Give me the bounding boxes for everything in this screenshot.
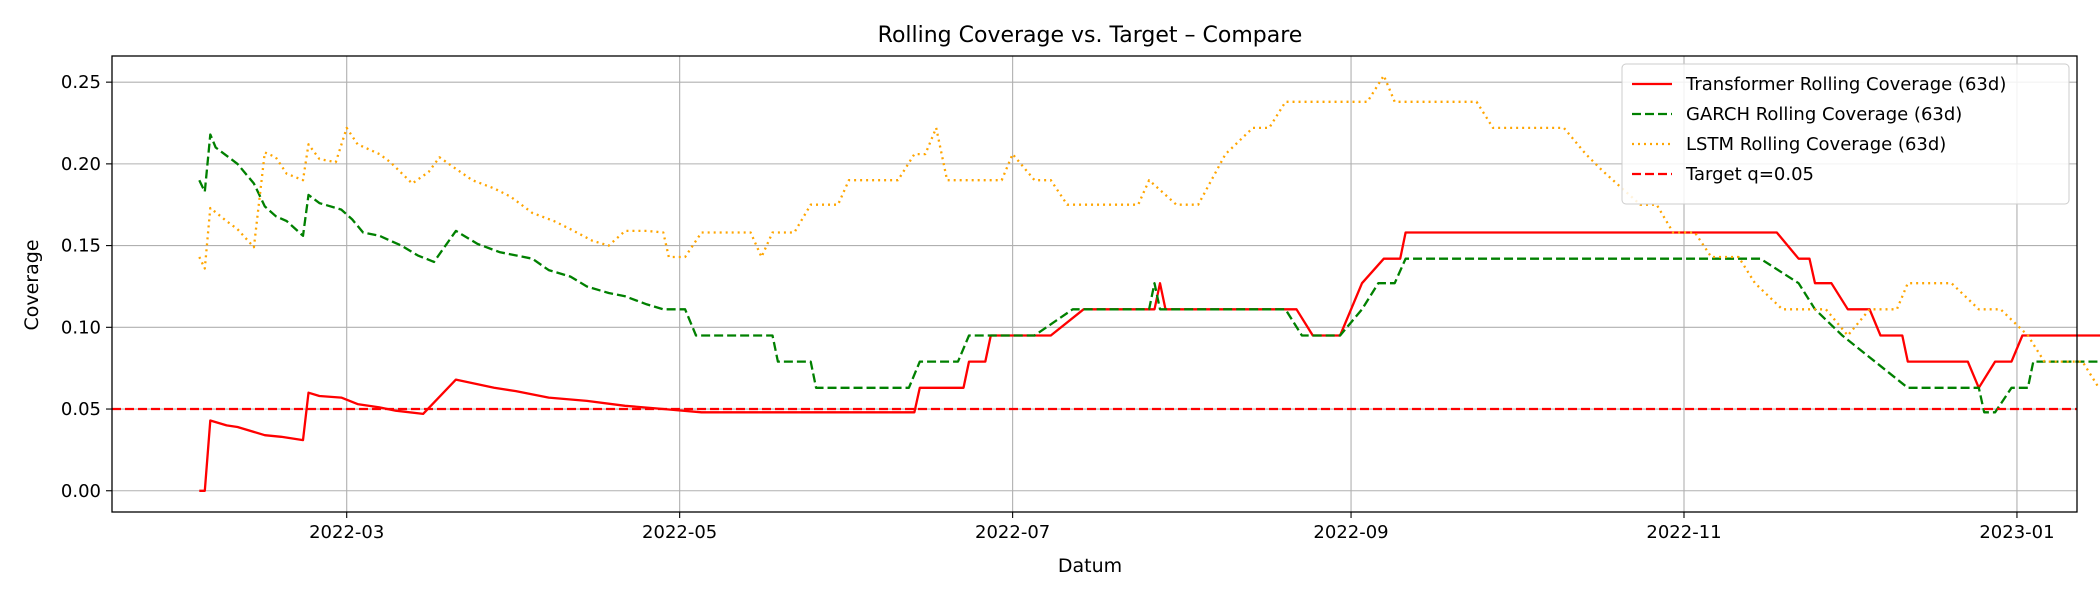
y-tick-label: 0.25 [61, 72, 101, 93]
garch-series-line [198, 133, 2100, 414]
x-tick-label: 2022-05 [642, 522, 717, 543]
plot-frame [111, 55, 2078, 513]
transformer-series-line [199, 231, 2100, 492]
legend-label: GARCH Rolling Coverage (63d) [1686, 104, 1962, 125]
legend-box [1621, 63, 2070, 205]
series-layer [112, 74, 2100, 492]
x-tick-label: 2022-03 [309, 522, 384, 543]
legend-label: Target q=0.05 [1685, 164, 1814, 185]
legend: Transformer Rolling Coverage (63d) GARCH … [1621, 63, 2070, 205]
x-tick-label: 2022-07 [975, 522, 1050, 543]
y-tick-label: 0.00 [61, 481, 101, 502]
x-tick-label: 2022-11 [1646, 522, 1721, 543]
y-tick-label: 0.15 [61, 236, 101, 257]
y-axis-label: Coverage [21, 239, 43, 330]
x-tick-label: 2022-09 [1313, 522, 1388, 543]
x-tick-label: 2023-01 [1979, 522, 2054, 543]
y-tick-label: 0.05 [61, 399, 101, 420]
chart-title: Rolling Coverage vs. Target – Compare [878, 23, 1303, 48]
y-tick-label: 0.20 [61, 154, 101, 175]
legend-label: Transformer Rolling Coverage (63d) [1685, 74, 2006, 95]
x-axis-label: Datum [1058, 555, 1122, 577]
y-tick-label: 0.10 [61, 317, 101, 338]
ticks-layer: 2022-03 2022-05 2022-07 2022-09 2022-11 2023-… [61, 72, 2055, 543]
legend-label: LSTM Rolling Coverage (63d) [1686, 134, 1946, 155]
